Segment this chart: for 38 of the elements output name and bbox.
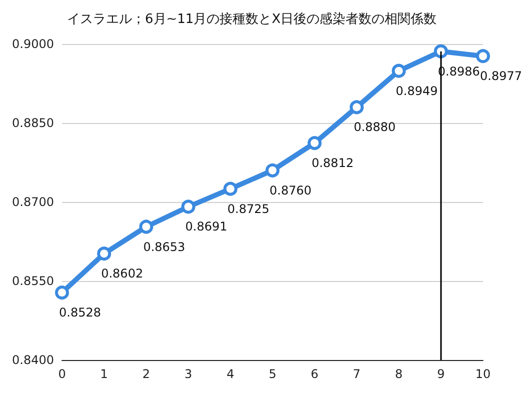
point <box>392 64 406 78</box>
x-tick-label: 8 <box>394 367 403 381</box>
x-tick-label: 9 <box>437 367 445 381</box>
x-tick-label: 5 <box>268 367 276 381</box>
point <box>139 220 154 234</box>
data-label: 0.8880 <box>354 120 396 134</box>
data-label: 0.8812 <box>312 156 354 170</box>
x-tick-label: 10 <box>475 367 491 381</box>
data-label: 0.8760 <box>270 183 312 198</box>
point <box>181 200 196 214</box>
data-label: 0.8949 <box>396 84 438 98</box>
point <box>97 246 112 261</box>
y-tick-label: 0.8700 <box>12 195 54 209</box>
data-label: 0.8977 <box>480 69 522 84</box>
x-tick-label: 1 <box>100 367 108 381</box>
data-label: 0.8691 <box>185 220 228 234</box>
point <box>223 182 238 196</box>
data-label: 0.8653 <box>143 240 186 254</box>
point <box>308 136 322 150</box>
x-tick-label: 2 <box>142 367 150 381</box>
point <box>476 49 490 64</box>
point <box>55 286 69 300</box>
data-label: 0.8725 <box>227 202 270 216</box>
chart-title: イスラエル；6月~11月の接種数とX日後の感染者数の相関係数 <box>67 12 437 27</box>
y-tick-label: 0.8550 <box>12 274 54 288</box>
x-tick-label: 6 <box>310 367 318 381</box>
point <box>350 100 364 114</box>
x-tick-label: 0 <box>58 367 66 381</box>
x-tick-label: 7 <box>352 367 361 381</box>
y-tick-label: 0.8400 <box>12 353 54 367</box>
data-label: 0.8602 <box>101 266 144 281</box>
point <box>434 44 448 58</box>
data-label: 0.8528 <box>59 306 101 320</box>
point <box>266 163 280 178</box>
x-tick-label: 3 <box>184 367 192 381</box>
y-tick-label: 0.8850 <box>12 116 54 130</box>
x-tick-label: 4 <box>226 367 234 381</box>
y-tick-label: 0.9000 <box>12 37 54 51</box>
